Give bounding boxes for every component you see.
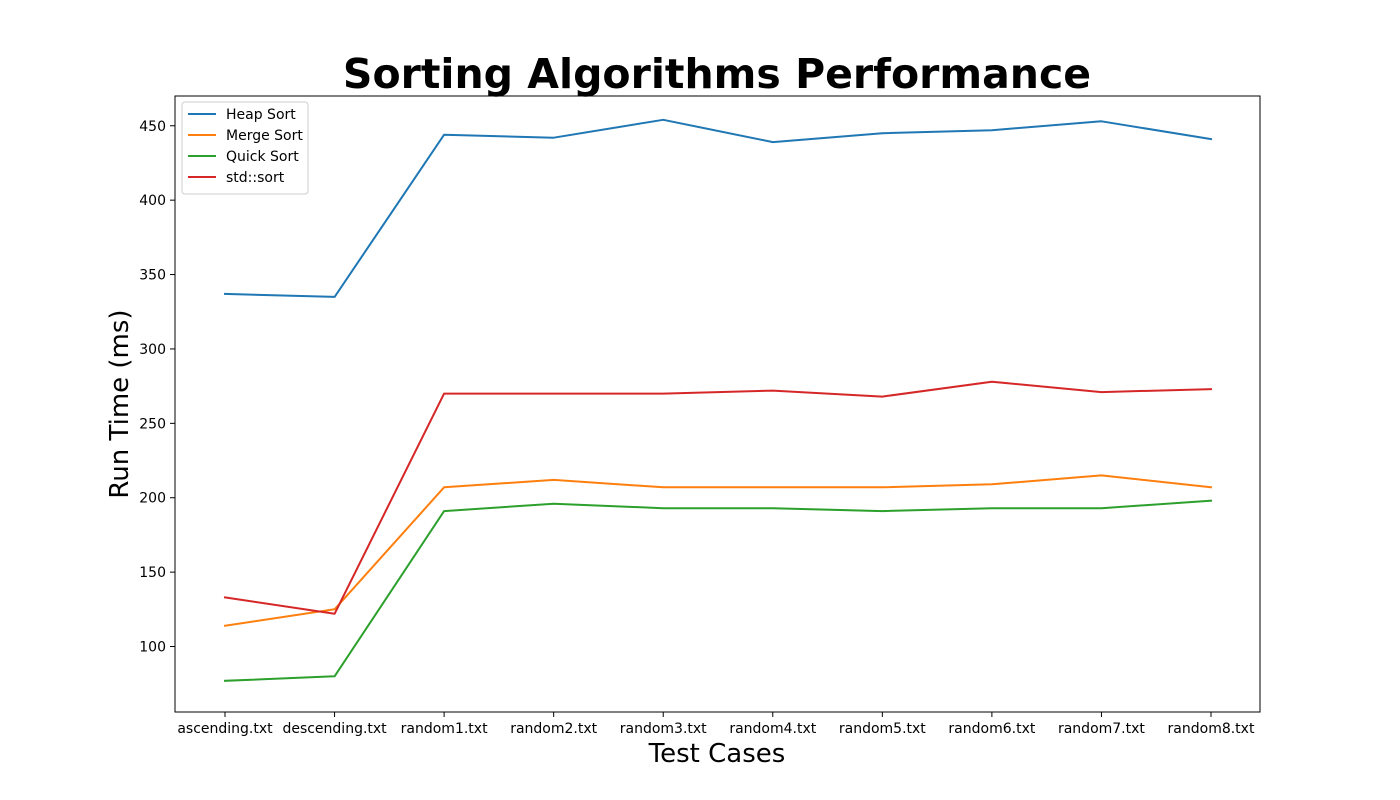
legend-box [181, 101, 309, 195]
x-tick-label: random7.txt [1058, 721, 1145, 737]
legend-label: Quick Sort [226, 149, 299, 165]
y-tick-label: 400 [139, 193, 166, 209]
x-tick-label: descending.txt [282, 721, 387, 737]
y-tick-label: 200 [139, 491, 166, 507]
y-tick-label: 100 [139, 640, 166, 656]
series-line-std-sort [223, 380, 1213, 615]
series-line-heap-sort [223, 118, 1213, 298]
x-tick-label: ascending.txt [177, 721, 273, 737]
legend-label: Merge Sort [226, 128, 303, 144]
series-line-merge-sort [223, 474, 1213, 627]
legend-label: Heap Sort [226, 107, 296, 123]
y-axis-label: Run Time (ms) [105, 309, 135, 498]
x-axis: ascending.txt descending.txt random1.txt ra… [177, 712, 1255, 737]
x-tick-label: random4.txt [729, 721, 816, 737]
x-tick-label: random3.txt [620, 721, 707, 737]
x-tick-label: random1.txt [401, 721, 488, 737]
x-tick-label: random8.txt [1168, 721, 1255, 737]
x-tick-label: random5.txt [839, 721, 926, 737]
y-tick-label: 300 [139, 342, 166, 358]
series-line-quick-sort [223, 499, 1213, 682]
x-axis-label: Test Cases [648, 739, 786, 769]
x-tick-label: random6.txt [948, 721, 1035, 737]
plot-area-frame [174, 95, 1261, 713]
chart-title: Sorting Algorithms Performance [343, 50, 1091, 98]
legend-label: std::sort [226, 170, 285, 186]
series-lines [223, 118, 1213, 682]
y-tick-label: 150 [139, 565, 166, 581]
y-tick-label: 450 [139, 119, 166, 135]
y-tick-label: 350 [139, 268, 166, 284]
y-tick-label: 250 [139, 416, 166, 432]
y-axis: 100 150 200 250 300 350 400 450 [139, 119, 175, 656]
x-tick-label: random2.txt [510, 721, 597, 737]
